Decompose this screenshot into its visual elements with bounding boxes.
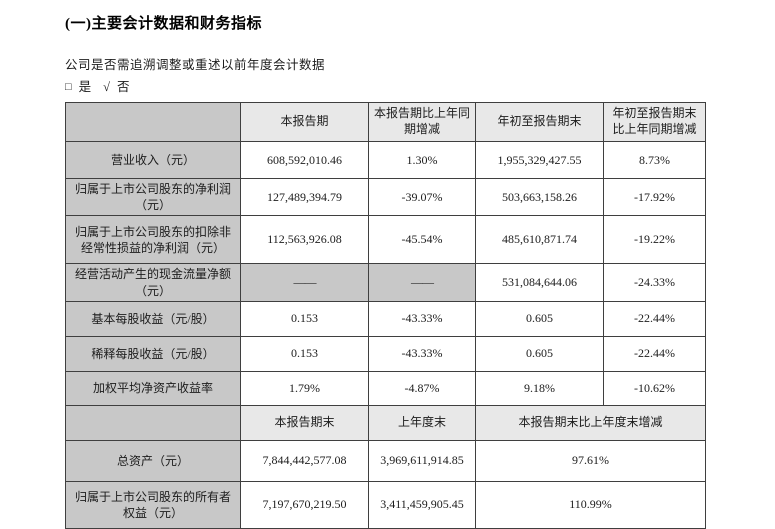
- cell-value: 9.18%: [475, 370, 604, 406]
- cell-value: 97.61%: [475, 439, 706, 482]
- cell-value: -43.33%: [368, 335, 476, 372]
- table-header-row-2: 本报告期末 上年度末 本报告期末比上年度末增减: [65, 404, 706, 441]
- table-row-operating-cash-flow: 经营活动产生的现金流量净额（元） —— —— 531,084,644.06 -2…: [65, 263, 706, 302]
- row-label: 归属于上市公司股东的所有者权益（元）: [65, 480, 241, 529]
- column-header-prev-year-end: 上年度末: [368, 404, 476, 441]
- cell-value: 8.73%: [603, 141, 706, 179]
- row-label: 加权平均净资产收益率: [65, 370, 241, 406]
- cell-value: 1.79%: [240, 370, 369, 406]
- cell-value: 127,489,394.79: [240, 177, 369, 217]
- cell-value: 3,969,611,914.85: [368, 439, 476, 482]
- report-page: (一)主要会计数据和财务指标 公司是否需追溯调整或重述以前年度会计数据 □ 是 √ 否…: [65, 16, 706, 529]
- restatement-choice: □ 是 √ 否: [65, 76, 713, 95]
- check-icon: √: [103, 80, 111, 94]
- empty-corner-cell: [65, 102, 241, 142]
- cell-value: 7,844,442,577.08: [240, 439, 369, 482]
- row-label: 基本每股收益（元/股）: [65, 300, 241, 337]
- restatement-note: 公司是否需追溯调整或重述以前年度会计数据: [65, 58, 326, 72]
- cell-value: 3,411,459,905.45: [368, 480, 476, 529]
- cell-value: -17.92%: [603, 177, 706, 217]
- choice-yes-label: 是: [78, 80, 92, 94]
- cell-value-dash: ——: [240, 263, 369, 302]
- column-header-current-period: 本报告期: [240, 102, 369, 142]
- cell-value: -24.33%: [603, 263, 706, 302]
- cell-value: 7,197,670,219.50: [240, 480, 369, 529]
- cell-value: -4.87%: [368, 370, 476, 406]
- cell-value: 0.153: [240, 335, 369, 372]
- cell-value: -19.22%: [603, 215, 706, 265]
- cell-value: 485,610,871.74: [475, 215, 604, 265]
- cell-value: 112,563,926.08: [240, 215, 369, 265]
- column-header-ytd: 年初至报告期末: [475, 102, 604, 142]
- column-header-ytd-change: 年初至报告期末比上年同期增减: [603, 102, 706, 142]
- column-header-period-end: 本报告期末: [240, 404, 369, 441]
- table-row-basic-eps: 基本每股收益（元/股） 0.153 -43.33% 0.605 -22.44%: [65, 300, 706, 337]
- row-label: 稀释每股收益（元/股）: [65, 335, 241, 372]
- cell-value: 110.99%: [475, 480, 706, 529]
- cell-value: 503,663,158.26: [475, 177, 604, 217]
- table-row-revenue: 营业收入（元） 608,592,010.46 1.30% 1,955,329,4…: [65, 141, 706, 179]
- financial-indicators-table: 本报告期 本报告期比上年同期增减 年初至报告期末 年初至报告期末比上年同期增减 …: [65, 102, 706, 529]
- table-row-net-profit: 归属于上市公司股东的净利润（元） 127,489,394.79 -39.07% …: [65, 177, 706, 217]
- row-label: 总资产（元）: [65, 439, 241, 482]
- table-row-total-assets: 总资产（元） 7,844,442,577.08 3,969,611,914.85…: [65, 439, 706, 482]
- table-row-net-profit-excl-nonrecurring: 归属于上市公司股东的扣除非经常性损益的净利润（元） 112,563,926.08…: [65, 215, 706, 265]
- cell-value: 1.30%: [368, 141, 476, 179]
- cell-value: -39.07%: [368, 177, 476, 217]
- cell-value: 1,955,329,427.55: [475, 141, 604, 179]
- cell-value: -43.33%: [368, 300, 476, 337]
- table-header-row-1: 本报告期 本报告期比上年同期增减 年初至报告期末 年初至报告期末比上年同期增减: [65, 102, 706, 142]
- cell-value-dash: ——: [368, 263, 476, 302]
- cell-value: 0.605: [475, 335, 604, 372]
- table-row-diluted-eps: 稀释每股收益（元/股） 0.153 -43.33% 0.605 -22.44%: [65, 335, 706, 372]
- table-row-weighted-avg-roe: 加权平均净资产收益率 1.79% -4.87% 9.18% -10.62%: [65, 370, 706, 406]
- row-label: 归属于上市公司股东的净利润（元）: [65, 177, 241, 217]
- report-content: (一)主要会计数据和财务指标 公司是否需追溯调整或重述以前年度会计数据 □ 是 √ 否…: [65, 12, 713, 529]
- cell-value: 608,592,010.46: [240, 141, 369, 179]
- empty-corner-cell: [65, 404, 241, 441]
- cell-value: -22.44%: [603, 300, 706, 337]
- row-label: 经营活动产生的现金流量净额（元）: [65, 263, 241, 302]
- choice-no-label: 否: [117, 80, 130, 94]
- column-header-period-change: 本报告期比上年同期增减: [368, 102, 476, 142]
- row-label: 营业收入（元）: [65, 141, 241, 179]
- column-header-yearend-change: 本报告期末比上年度末增减: [475, 404, 706, 441]
- cell-value: -45.54%: [368, 215, 476, 265]
- cell-value: -22.44%: [603, 335, 706, 372]
- table-row-owners-equity: 归属于上市公司股东的所有者权益（元） 7,197,670,219.50 3,41…: [65, 480, 706, 529]
- section-title: (一)主要会计数据和财务指标: [65, 16, 262, 32]
- cell-value: 0.605: [475, 300, 604, 337]
- row-label: 归属于上市公司股东的扣除非经常性损益的净利润（元）: [65, 215, 241, 265]
- checkbox-unchecked-icon: □: [65, 81, 72, 93]
- cell-value: -10.62%: [603, 370, 706, 406]
- cell-value: 531,084,644.06: [475, 263, 604, 302]
- cell-value: 0.153: [240, 300, 369, 337]
